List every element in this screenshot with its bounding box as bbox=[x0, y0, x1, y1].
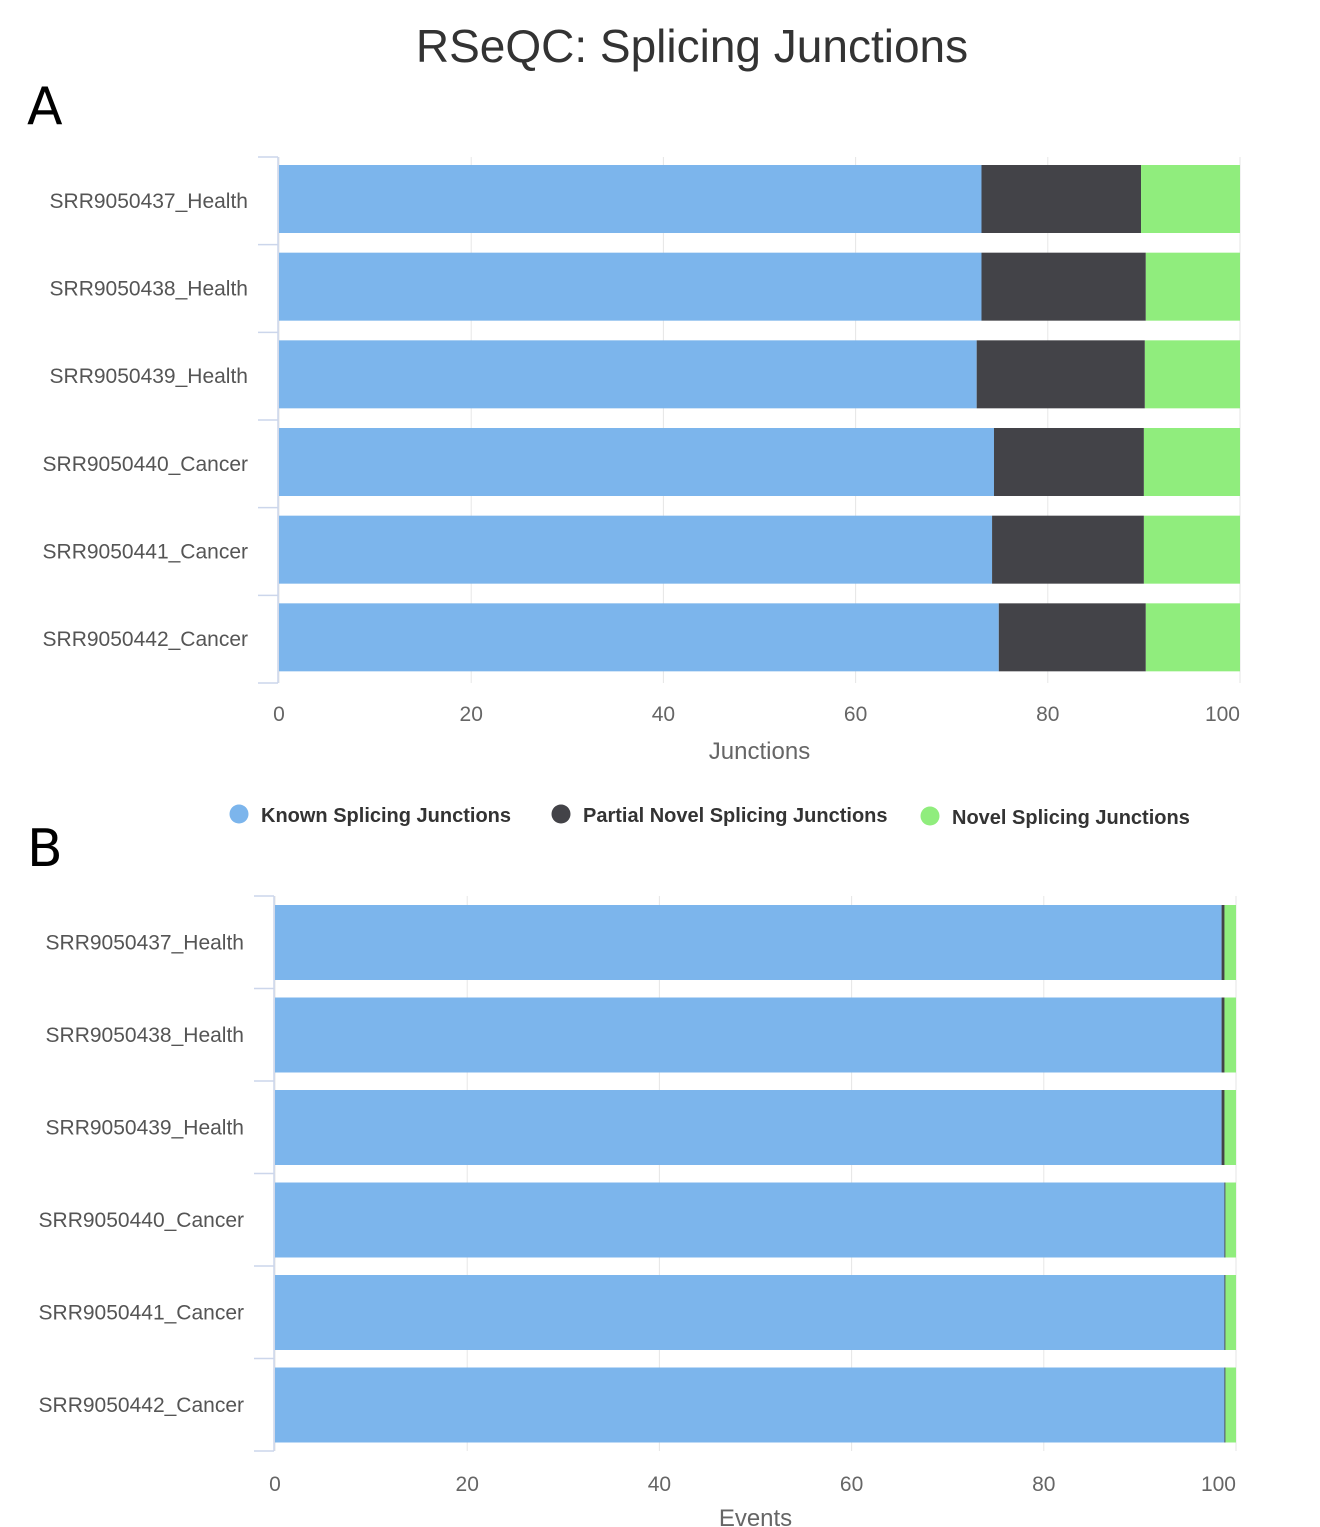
category-label: SRR9050438_Health bbox=[50, 278, 248, 301]
legend-marker-known bbox=[229, 804, 249, 824]
gridlines bbox=[278, 157, 1241, 683]
gridlines bbox=[274, 896, 1237, 1451]
category-label: SRR9050441_Cancer bbox=[43, 541, 248, 564]
bar-segment[interactable] bbox=[1144, 340, 1240, 409]
x-axis-title: Events bbox=[719, 1505, 792, 1527]
bar-segment[interactable] bbox=[1224, 1275, 1226, 1350]
panel-label-a: A bbox=[27, 77, 63, 137]
bar-segment[interactable] bbox=[1224, 1182, 1226, 1258]
bar-segment[interactable] bbox=[992, 515, 1144, 584]
category-label: SRR9050440_Cancer bbox=[43, 453, 248, 476]
category-label: SRR9050442_Cancer bbox=[39, 1394, 244, 1417]
bar-segment[interactable] bbox=[275, 1275, 1225, 1350]
bar-segment[interactable] bbox=[1224, 997, 1236, 1073]
bar-segment[interactable] bbox=[279, 515, 993, 584]
x-tick-label: 60 bbox=[840, 1473, 863, 1496]
chart-panel-b: SRR9050437_Health SRR9050438_Health SRR905… bbox=[39, 895, 1237, 1527]
bar-segment[interactable] bbox=[279, 165, 982, 233]
bar-segment[interactable] bbox=[1141, 165, 1240, 233]
x-tick-label: 40 bbox=[652, 703, 675, 726]
x-axis: 0 20 40 60 80 100 Events bbox=[269, 1473, 1236, 1527]
bar-segment[interactable] bbox=[279, 603, 999, 672]
bar-segment[interactable] bbox=[279, 428, 994, 496]
chart-title: RSeQC: Splicing Junctions bbox=[416, 20, 968, 72]
bar-segment[interactable] bbox=[998, 603, 1146, 672]
panel-label-b: B bbox=[27, 819, 63, 879]
bar-segment[interactable] bbox=[275, 1090, 1222, 1165]
y-axis bbox=[258, 156, 279, 684]
bar-segment[interactable] bbox=[279, 340, 977, 409]
bar-segment[interactable] bbox=[275, 905, 1222, 980]
bar-segment[interactable] bbox=[1224, 905, 1236, 980]
x-tick-label: 60 bbox=[844, 703, 867, 726]
chart-panel-a: SRR9050437_Health SRR9050438_Health SRR905… bbox=[43, 156, 1241, 765]
bar-segment[interactable] bbox=[993, 428, 1144, 496]
bar-segment[interactable] bbox=[1143, 515, 1240, 584]
bars bbox=[279, 165, 1240, 672]
category-label: SRR9050438_Health bbox=[46, 1024, 244, 1047]
bar-segment[interactable] bbox=[279, 252, 982, 321]
category-label: SRR9050440_Cancer bbox=[39, 1209, 244, 1232]
category-label: SRR9050442_Cancer bbox=[43, 628, 248, 651]
x-tick-label: 80 bbox=[1036, 703, 1059, 726]
category-label: SRR9050439_Health bbox=[46, 1116, 244, 1139]
x-tick-label: 100 bbox=[1205, 703, 1240, 726]
bar-segment[interactable] bbox=[981, 252, 1146, 321]
legend-marker-novel bbox=[920, 806, 940, 826]
chart-legend: Known Splicing Junctions Partial Novel S… bbox=[229, 804, 1190, 830]
x-axis-title: Junctions bbox=[709, 738, 810, 765]
x-tick-label: 0 bbox=[269, 1473, 281, 1496]
category-label: SRR9050439_Health bbox=[50, 365, 248, 388]
x-tick-label: 20 bbox=[460, 703, 483, 726]
bar-segment[interactable] bbox=[1224, 1367, 1226, 1443]
bar-segment[interactable] bbox=[1221, 905, 1225, 980]
x-tick-label: 100 bbox=[1201, 1473, 1236, 1496]
bar-segment[interactable] bbox=[1221, 1090, 1225, 1165]
legend-marker-partial-novel bbox=[551, 804, 571, 824]
bar-segment[interactable] bbox=[1225, 1367, 1236, 1443]
bar-segment[interactable] bbox=[275, 1367, 1225, 1443]
category-label: SRR9050441_Cancer bbox=[39, 1301, 244, 1324]
category-label: SRR9050437_Health bbox=[50, 190, 248, 213]
bar-segment[interactable] bbox=[275, 997, 1222, 1073]
bar-segment[interactable] bbox=[1221, 997, 1225, 1073]
bar-segment[interactable] bbox=[1145, 603, 1240, 672]
bar-segment[interactable] bbox=[1224, 1090, 1236, 1165]
bar-segment[interactable] bbox=[976, 340, 1145, 409]
bars bbox=[275, 905, 1236, 1443]
x-tick-label: 40 bbox=[648, 1473, 671, 1496]
legend-label-novel: Novel Splicing Junctions bbox=[952, 807, 1190, 829]
bar-segment[interactable] bbox=[1225, 1182, 1236, 1258]
x-axis: 0 20 40 60 80 100 Junctions bbox=[273, 703, 1240, 765]
legend-item-novel[interactable]: Novel Splicing Junctions bbox=[920, 806, 1190, 830]
legend-label-partial-novel: Partial Novel Splicing Junctions bbox=[583, 805, 888, 827]
x-tick-label: 20 bbox=[456, 1473, 479, 1496]
category-label: SRR9050437_Health bbox=[46, 931, 244, 954]
x-tick-label: 0 bbox=[273, 703, 285, 726]
bar-segment[interactable] bbox=[1143, 428, 1240, 496]
x-tick-label: 80 bbox=[1032, 1473, 1055, 1496]
legend-item-partial-novel[interactable]: Partial Novel Splicing Junctions bbox=[551, 804, 888, 828]
y-axis bbox=[254, 895, 275, 1452]
legend-item-known[interactable]: Known Splicing Junctions bbox=[229, 804, 512, 828]
legend-label-known: Known Splicing Junctions bbox=[261, 805, 511, 827]
bar-segment[interactable] bbox=[275, 1182, 1225, 1258]
bar-segment[interactable] bbox=[981, 165, 1142, 233]
bar-segment[interactable] bbox=[1145, 252, 1240, 321]
bar-segment[interactable] bbox=[1225, 1275, 1236, 1350]
